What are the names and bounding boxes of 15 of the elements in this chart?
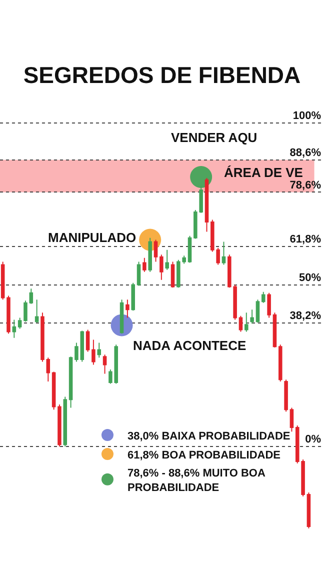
legend-label: 78,6% - 88,6% MUITO BOA PROBABILIDADE <box>127 467 266 494</box>
y-tick-label: 88,6% <box>290 147 322 160</box>
y-tick-label: 78,6% <box>290 179 322 192</box>
y-tick-label: 0% <box>305 434 322 446</box>
annotation: NADA ACONTECE <box>133 338 246 353</box>
annotation: MANIPULADO <box>48 230 136 245</box>
annotation: VENDER AQU <box>171 130 258 145</box>
y-tick-label: 100% <box>292 110 322 122</box>
y-tick-label: 50% <box>298 272 322 284</box>
y-tick-label: 61,8% <box>290 234 322 246</box>
legend-label: 61,8% BOA PROBABILIDADE <box>127 449 280 462</box>
y-tick-label: 38,2% <box>290 310 322 322</box>
legend-label: 38,0% BAIXA PROBABILIDADE <box>127 430 290 442</box>
band-label: ÁREA DE VE <box>224 165 304 180</box>
text: SEGREDOS DE FIBENDA <box>23 62 301 88</box>
